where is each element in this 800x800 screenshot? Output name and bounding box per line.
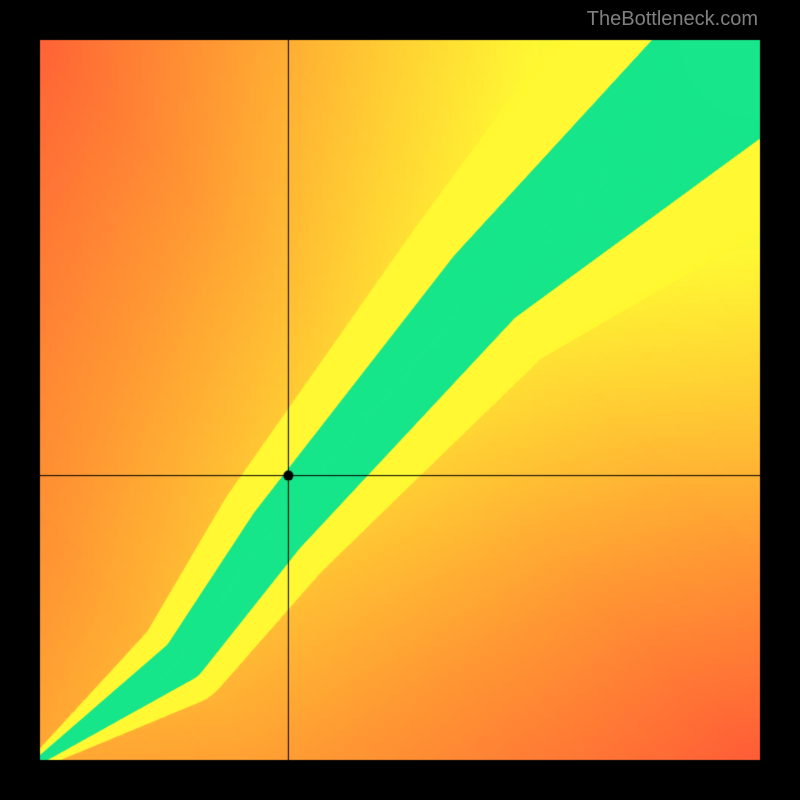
bottleneck-heatmap [0, 0, 800, 800]
chart-container: { "watermark_text": "TheBottleneck.com",… [0, 0, 800, 800]
watermark: TheBottleneck.com [587, 8, 758, 31]
